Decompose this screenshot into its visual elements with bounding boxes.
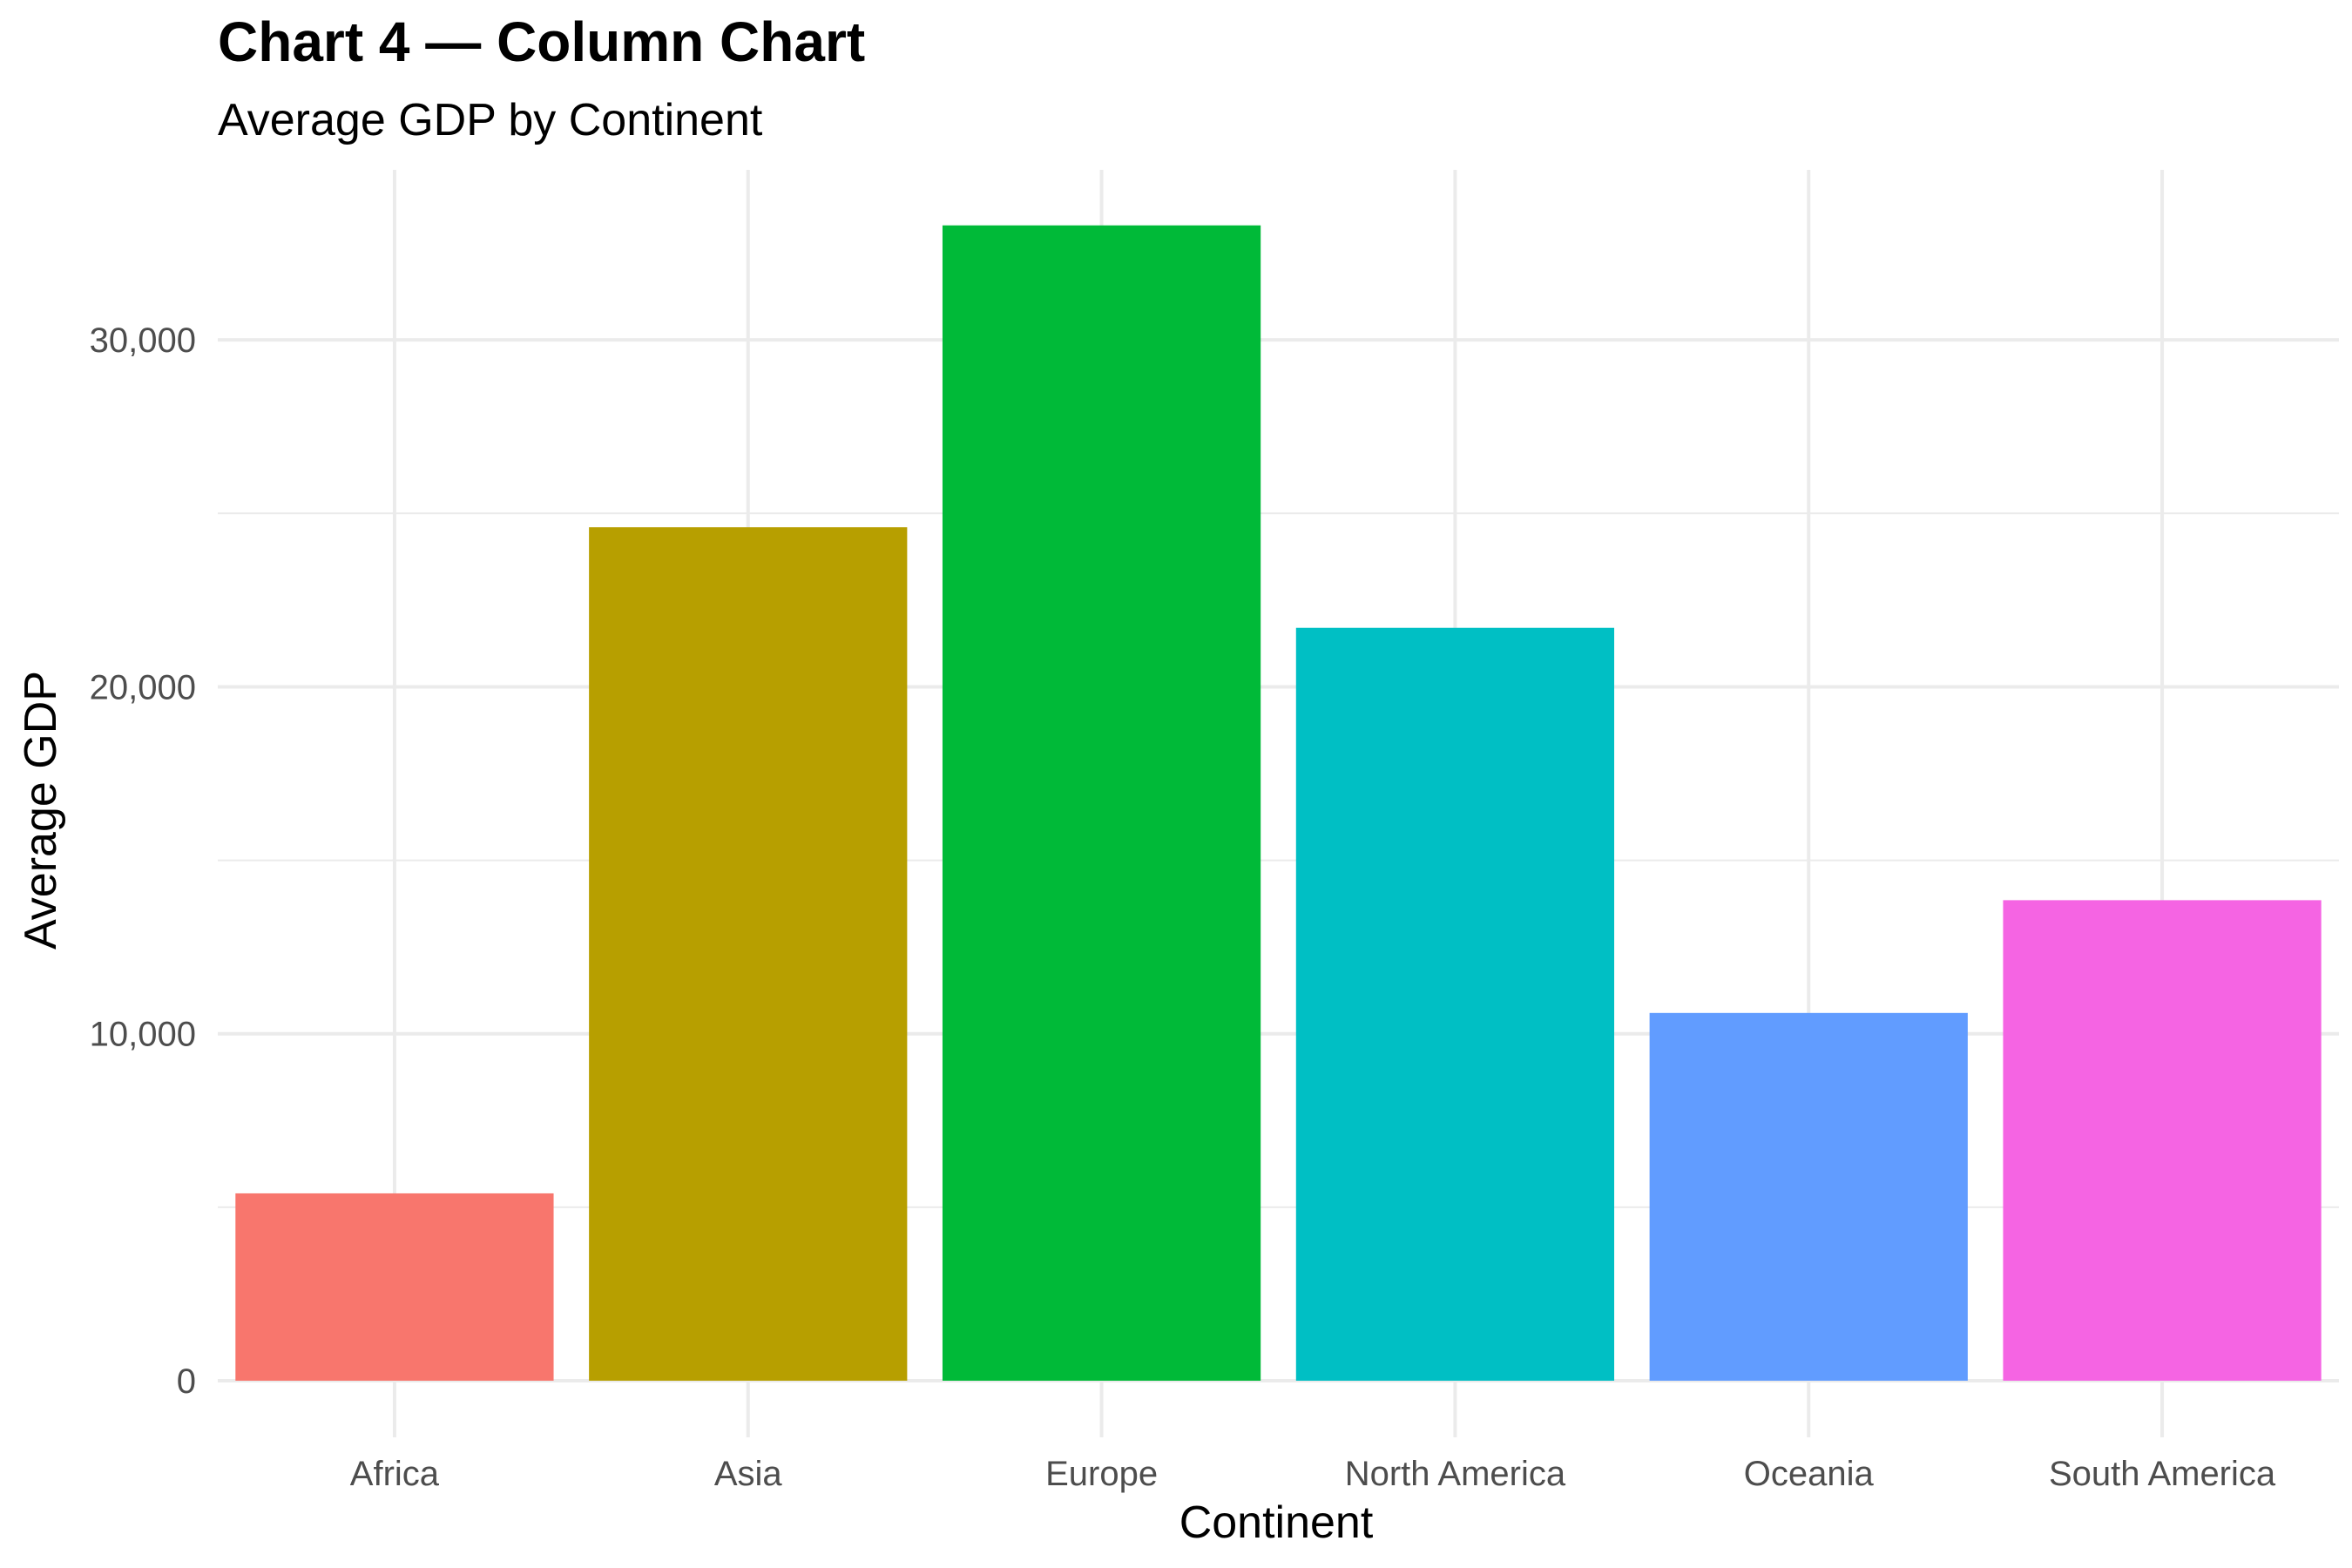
bar-north-america xyxy=(1295,627,1615,1381)
bars xyxy=(235,225,2322,1382)
bar-south-america xyxy=(2003,900,2322,1381)
chart-title: Chart 4 — Column Chart xyxy=(218,10,865,73)
y-tick-label: 0 xyxy=(177,1362,196,1401)
chart-subtitle: Average GDP by Continent xyxy=(218,95,763,145)
x-tick-labels: Africa Asia Europe North America Oceania Sout… xyxy=(350,1455,2276,1493)
x-tick-label: Oceania xyxy=(1744,1455,1875,1493)
x-tick-label: South America xyxy=(2049,1455,2276,1493)
y-tick-labels: 0 10,000 20,000 30,000 xyxy=(90,321,196,1401)
y-tick-label: 10,000 xyxy=(90,1016,196,1054)
x-tick-label: North America xyxy=(1345,1455,1566,1493)
y-tick-label: 30,000 xyxy=(90,321,196,360)
bar-oceania xyxy=(1649,1012,1968,1381)
bar-africa xyxy=(235,1193,554,1381)
y-axis-title: Average GDP xyxy=(16,671,66,950)
x-tick-label: Europe xyxy=(1045,1455,1158,1493)
x-tick-label: Asia xyxy=(714,1455,783,1493)
bar-europe xyxy=(942,225,1261,1382)
x-axis-title: Continent xyxy=(1179,1497,1374,1548)
x-tick-label: Africa xyxy=(350,1455,440,1493)
y-tick-label: 20,000 xyxy=(90,668,196,706)
bar-asia xyxy=(589,527,908,1381)
